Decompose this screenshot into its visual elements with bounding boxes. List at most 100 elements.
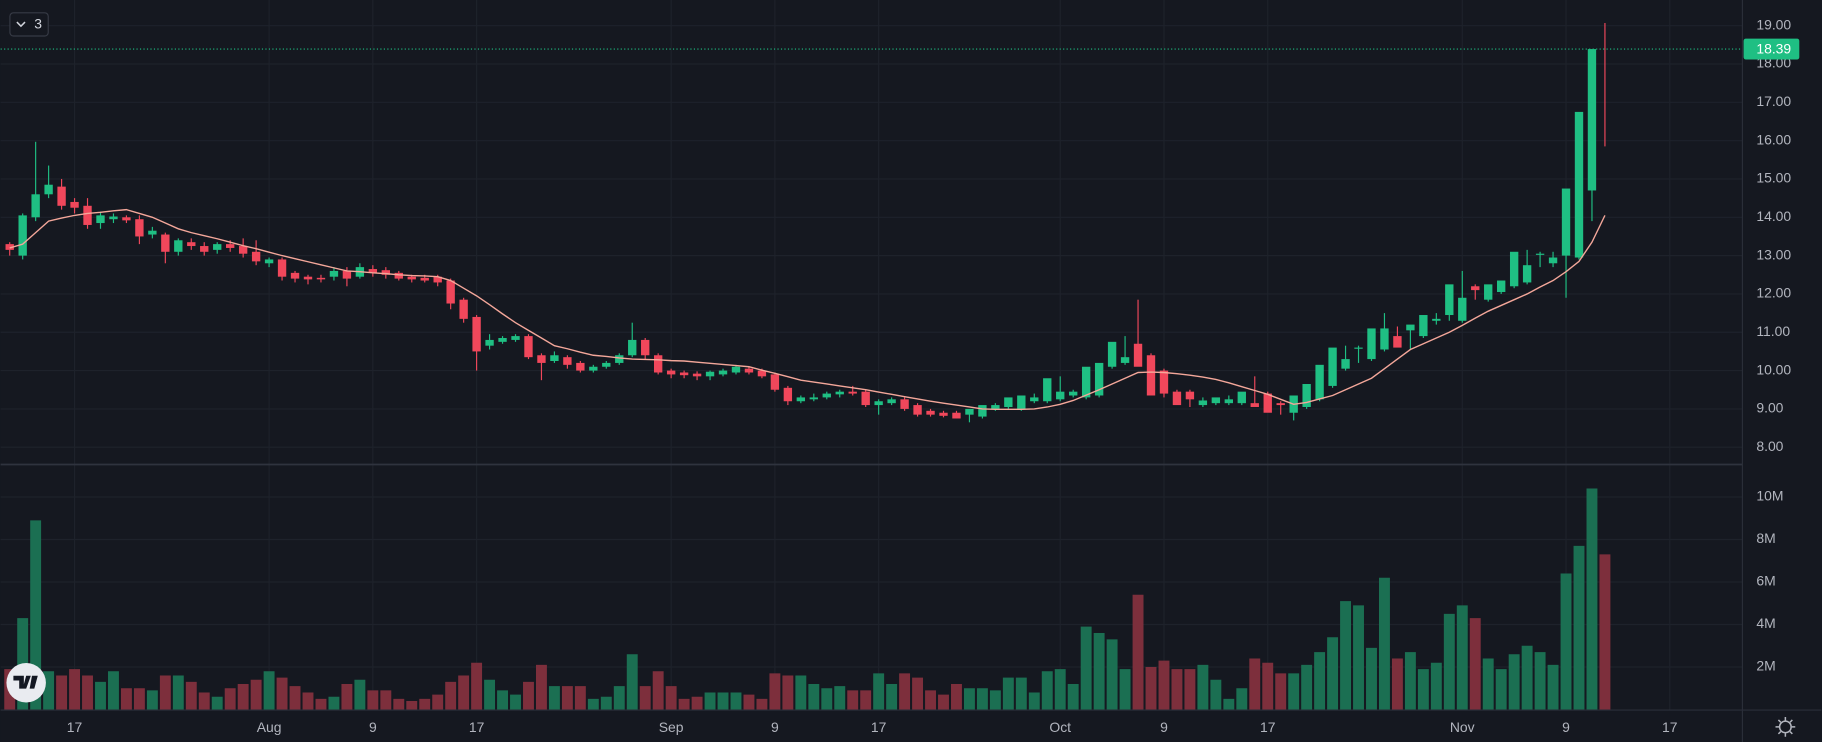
volume-bar bbox=[341, 683, 353, 710]
volume-tick-label: 6M bbox=[1756, 573, 1775, 589]
volume-bar bbox=[1430, 662, 1442, 710]
candle-body bbox=[394, 272, 403, 279]
candle-body bbox=[965, 408, 974, 415]
candle-body bbox=[770, 374, 780, 390]
candle-body bbox=[809, 397, 818, 400]
candle-body bbox=[1133, 343, 1143, 367]
volume-bar bbox=[69, 669, 81, 710]
volume-bar bbox=[445, 681, 457, 710]
settings-icon[interactable] bbox=[1775, 717, 1796, 737]
candle-body bbox=[1030, 397, 1039, 402]
candle-body bbox=[848, 391, 857, 394]
candle-body bbox=[1380, 328, 1389, 350]
volume-bar bbox=[756, 698, 768, 710]
candle-body bbox=[796, 397, 806, 402]
candle-body bbox=[5, 244, 14, 250]
tradingview-logo[interactable] bbox=[6, 663, 46, 703]
volume-bar bbox=[224, 688, 236, 710]
volume-bar bbox=[315, 698, 327, 710]
candle-body bbox=[1406, 324, 1415, 331]
candle-body bbox=[174, 240, 183, 252]
volume-bar bbox=[613, 686, 625, 710]
y-tick-label: 12.00 bbox=[1756, 285, 1791, 301]
volume-bar bbox=[108, 671, 119, 710]
volume-bar bbox=[95, 681, 106, 710]
candle-body bbox=[835, 391, 844, 395]
volume-bar bbox=[185, 681, 197, 710]
y-tick-label: 10.00 bbox=[1756, 361, 1791, 377]
badge-box[interactable] bbox=[9, 12, 49, 37]
candle-body bbox=[1069, 391, 1078, 396]
x-tick-label: 17 bbox=[871, 719, 887, 735]
candle-body bbox=[744, 368, 754, 373]
candle-body bbox=[1315, 364, 1324, 400]
volume-tick-label: 8M bbox=[1756, 530, 1775, 546]
candle-body bbox=[161, 234, 170, 252]
volume-bar bbox=[1586, 488, 1598, 710]
y-tick-label: 19.00 bbox=[1756, 16, 1791, 32]
volume-bar bbox=[989, 690, 1001, 710]
volume-bar bbox=[1378, 577, 1390, 710]
volume-bar bbox=[860, 690, 872, 710]
candle-body bbox=[381, 270, 390, 275]
candle-body bbox=[329, 270, 339, 277]
candle-body bbox=[109, 216, 118, 220]
x-tick-label: 9 bbox=[369, 719, 377, 735]
x-tick-label: 9 bbox=[1562, 719, 1570, 735]
candle-body bbox=[148, 230, 157, 235]
indicator-badge[interactable]: 3 bbox=[9, 12, 49, 37]
candle-body bbox=[1237, 391, 1246, 404]
volume-bar bbox=[1391, 658, 1403, 710]
candle-body bbox=[1561, 188, 1571, 256]
volume-bar bbox=[1495, 669, 1507, 710]
volume-bar bbox=[1508, 654, 1520, 710]
candle-body bbox=[783, 387, 793, 402]
volume-bar bbox=[730, 692, 742, 710]
volume-bar bbox=[1534, 652, 1546, 710]
volume-tick-label: 10M bbox=[1756, 488, 1783, 504]
volume-bar bbox=[717, 692, 729, 710]
volume-bar bbox=[471, 662, 483, 710]
volume-bar bbox=[406, 700, 418, 710]
volume-bar bbox=[1093, 632, 1105, 710]
candle-body bbox=[602, 362, 611, 367]
candle-body bbox=[122, 217, 131, 221]
candle-body bbox=[679, 372, 689, 376]
candle-body bbox=[264, 259, 274, 264]
volume-bar bbox=[899, 673, 911, 710]
volume-bar bbox=[289, 686, 301, 710]
candle-body bbox=[1263, 393, 1272, 413]
candle-body bbox=[446, 280, 455, 304]
candle-body bbox=[200, 246, 209, 252]
candle-body bbox=[368, 269, 378, 273]
candle-body bbox=[1328, 347, 1337, 386]
candle-body bbox=[589, 366, 598, 371]
candle-body bbox=[550, 355, 559, 362]
volume-bar bbox=[587, 698, 599, 710]
volume-bar bbox=[1106, 639, 1118, 710]
y-tick-label: 13.00 bbox=[1756, 246, 1791, 262]
x-tick-label: 9 bbox=[1160, 719, 1168, 735]
candle-body bbox=[420, 277, 429, 281]
candle-body bbox=[1354, 347, 1363, 349]
volume-bar bbox=[886, 683, 898, 710]
volume-bar bbox=[523, 681, 534, 710]
candle-body bbox=[485, 339, 494, 346]
candle-body bbox=[692, 373, 702, 377]
moving-average bbox=[9, 208, 1606, 410]
candle-body bbox=[433, 276, 442, 283]
volume-bar bbox=[795, 675, 807, 710]
volume-bar bbox=[1366, 647, 1377, 710]
volume-bar bbox=[1119, 669, 1131, 710]
candle-body bbox=[1522, 265, 1532, 283]
y-tick-label: 16.00 bbox=[1756, 131, 1791, 147]
volume-bar bbox=[1417, 669, 1429, 710]
candle-body bbox=[83, 205, 92, 225]
candle-body bbox=[822, 393, 831, 398]
volume-bar bbox=[1547, 664, 1559, 710]
candle-body bbox=[498, 338, 507, 342]
volume-bar bbox=[1028, 692, 1040, 710]
candle-body bbox=[615, 355, 624, 363]
x-tick-label: Aug bbox=[257, 719, 282, 735]
